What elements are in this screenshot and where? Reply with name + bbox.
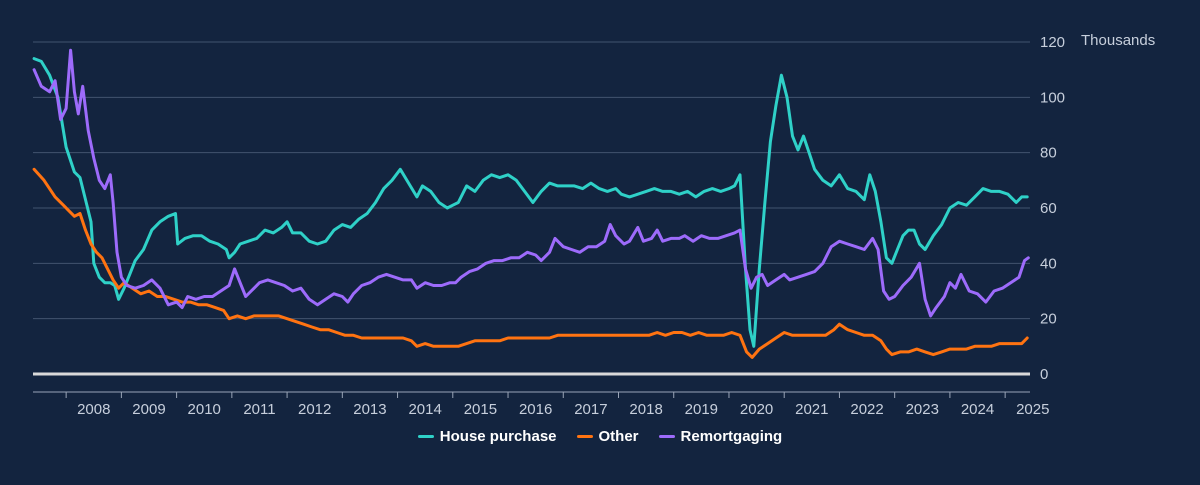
legend-swatch [576, 435, 593, 438]
x-tick-label: 2014 [408, 401, 441, 418]
x-tick-label: 2012 [298, 401, 331, 418]
x-tick-label: 2021 [795, 401, 828, 418]
x-tick-label: 2008 [77, 401, 110, 418]
legend-item: House purchase [417, 428, 557, 445]
x-tick-label: 2015 [464, 401, 497, 418]
x-tick-label: 2025 [1016, 401, 1049, 418]
series-line-other [32, 167, 1029, 359]
x-tick-label: 2022 [850, 401, 883, 418]
legend-item: Other [576, 428, 639, 445]
x-tick-label: 2024 [961, 401, 994, 418]
series-line-remortgaging [32, 48, 1030, 318]
y-tick-label: 120 [1040, 34, 1065, 51]
x-tick-label: 2023 [906, 401, 939, 418]
y-unit-label: Thousands [1081, 32, 1155, 49]
legend-label: Other [598, 428, 639, 445]
x-tick-label: 2018 [629, 401, 662, 418]
series-line-house-purchase [32, 57, 1029, 348]
legend-label: Remortgaging [680, 428, 783, 445]
x-tick-label: 2016 [519, 401, 552, 418]
x-tick-label: 2011 [243, 401, 275, 418]
x-tick-label: 2020 [740, 401, 773, 418]
x-tick-label: 2017 [574, 401, 607, 418]
legend-swatch [417, 435, 434, 438]
y-tick-label: 20 [1040, 311, 1057, 328]
legend-swatch [658, 435, 675, 438]
x-tick-label: 2010 [188, 401, 221, 418]
y-tick-label: 60 [1040, 200, 1057, 217]
legend-label: House purchase [439, 428, 557, 445]
y-tick-label: 100 [1040, 89, 1065, 106]
y-tick-label: 40 [1040, 255, 1057, 272]
y-tick-label: 0 [1040, 366, 1048, 383]
legend: House purchase Other Remortgaging [0, 428, 1200, 445]
y-tick-label: 80 [1040, 145, 1057, 162]
x-tick-label: 2009 [132, 401, 165, 418]
legend-item: Remortgaging [658, 428, 783, 445]
x-tick-label: 2013 [353, 401, 386, 418]
x-tick-label: 2019 [685, 401, 718, 418]
